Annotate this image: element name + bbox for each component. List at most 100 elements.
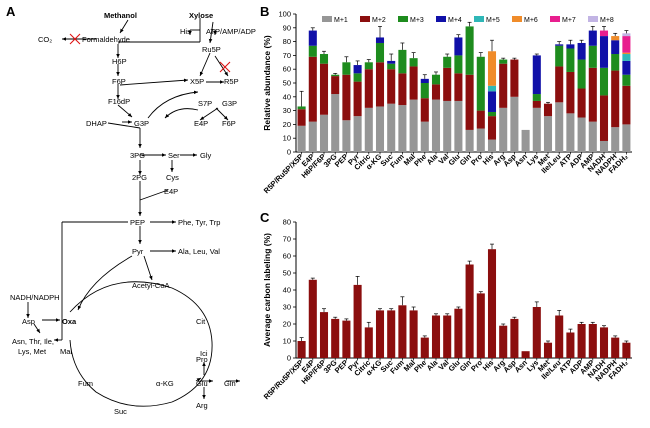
bar-m-3-atp <box>566 48 575 72</box>
node-ici: Ici <box>200 349 208 358</box>
bar-m-3-arg <box>499 59 508 64</box>
bar-adp <box>577 324 586 358</box>
panel-a-label: A <box>6 4 16 19</box>
bar-m-4-kg <box>375 37 385 43</box>
bar-m-3-ile-leu <box>555 45 564 67</box>
node-asn-group-2: Lys, Met <box>18 347 47 356</box>
bar-m-3-r5p-ru5p-x5p <box>297 106 306 110</box>
node-akg: α-KG <box>156 379 174 388</box>
bar-m-5-his <box>487 85 497 92</box>
bar-m-2-glu <box>454 73 463 101</box>
bar-m-1-ile-leu <box>555 102 564 152</box>
bar-m-1-pro <box>476 128 485 152</box>
bar-m-4-phe <box>420 78 429 83</box>
bar-m-2-h6p-f6p <box>319 63 329 115</box>
bar-3pg <box>331 318 340 358</box>
bar-m-2-pyr <box>353 81 362 117</box>
bar-m-2-kg <box>375 62 385 107</box>
node-cys: Cys <box>166 173 179 182</box>
legend-swatch-m-8 <box>588 16 598 22</box>
node-glu: Glu <box>196 379 208 388</box>
bar-m-1-pep <box>342 120 351 152</box>
legend-label-m-7: M+7 <box>562 17 576 24</box>
bar-m-1-atp <box>566 113 575 152</box>
bar-m-4-nadph <box>611 40 620 55</box>
legend-swatch-m-2 <box>360 16 370 22</box>
node-f6p-b: F6P <box>222 119 236 128</box>
bar-m-7-fadh <box>622 36 631 53</box>
bar-m-2-nadph <box>611 70 620 128</box>
bar-arg <box>499 325 508 358</box>
legend-label-m-1: M+1 <box>334 17 348 24</box>
bar-m-1-pyr <box>353 116 362 152</box>
bar-citric <box>364 327 373 358</box>
y-tick-label: 30 <box>283 106 291 115</box>
node-ala-leu-val: Ala, Leu, Val <box>178 247 220 256</box>
bar-m-1-r5p-ru5p-x5p <box>297 125 306 152</box>
bar-m-8-fadh <box>622 33 631 37</box>
bar-m-3-mal <box>409 58 418 67</box>
panel-c-label: C <box>260 210 270 225</box>
bar-atp <box>566 332 575 358</box>
bar-m-2-pep <box>342 74 351 121</box>
bar-m-2-ala <box>431 84 441 100</box>
node-s7p: S7P <box>198 99 212 108</box>
node-2pg: 2PG <box>132 173 147 182</box>
bar-m-2-his <box>487 116 497 140</box>
legend-label-m-4: M+4 <box>448 17 462 24</box>
bar-m-1-amp <box>588 121 597 152</box>
legend-swatch-m-4 <box>436 16 446 22</box>
node-f16dp: F16dP <box>108 97 130 106</box>
y-tick-label: 50 <box>283 79 291 88</box>
bar-m-4-ile-leu <box>555 44 564 46</box>
bar-his <box>487 249 497 358</box>
chart-c-average-labeling: 0 10 20 30 40 50 60 70 80 Average carbon labeling… <box>262 218 632 401</box>
node-asp: Asp <box>22 317 35 326</box>
bar-pyr <box>353 284 362 358</box>
y-tick-label: 70 <box>283 51 291 60</box>
bar-m-3-gln <box>465 26 474 75</box>
bar-m-1-citric <box>364 107 373 152</box>
node-e4p-a: E4P <box>194 119 208 128</box>
bar-m-2-arg <box>499 63 508 108</box>
bar-m-2-suc <box>387 69 396 104</box>
y-tick-label: 20 <box>283 320 291 329</box>
y-tick-label: 10 <box>283 134 291 143</box>
bar-m-4-lys <box>532 55 541 95</box>
bar-m-1-h6p-f6p <box>319 114 329 152</box>
bar-m-1-adp <box>577 117 586 152</box>
bar-m-1-3pg <box>331 94 340 152</box>
bar-phe <box>420 337 429 358</box>
bar-m-1-kg <box>375 106 385 152</box>
bar-m-3-kg <box>375 42 385 63</box>
bar-m-3-citric <box>364 62 373 70</box>
bar-m-1-ala <box>431 99 441 152</box>
pathway-diagram: A <box>6 4 256 416</box>
bar-m-2-atp <box>566 71 575 114</box>
bar-val <box>443 315 452 358</box>
node-oxa: Oxa <box>62 317 77 326</box>
node-fum: Fum <box>78 379 93 388</box>
node-phe-tyr-trp: Phe, Tyr, Trp <box>178 218 220 227</box>
node-ser: Ser <box>168 151 180 160</box>
node-gln: Gln <box>224 379 236 388</box>
bar-kg <box>375 310 385 358</box>
bar-m-3-adp <box>577 59 586 89</box>
bar-m-2-nadh <box>599 95 609 141</box>
bar-m-1-fum <box>398 105 407 152</box>
bar-m-2-asp <box>510 59 519 97</box>
node-dhap: DHAP <box>86 119 107 128</box>
y-tick-label: 90 <box>283 23 291 32</box>
bar-lys <box>532 307 541 358</box>
bar-m-1-met <box>543 116 553 152</box>
bar-m-1-phe <box>420 121 429 152</box>
node-xylose: Xylose <box>189 11 213 20</box>
node-asn-group-1: Asn, Thr, Ile, <box>12 337 54 346</box>
y-tick-label: 40 <box>283 286 291 295</box>
y-axis-label: Average carbon labeling (%) <box>262 233 272 347</box>
y-axis-label: Relative abundance (%) <box>262 35 272 131</box>
node-cit: Cit <box>196 317 206 326</box>
bar-m-2-met <box>543 103 553 117</box>
bar-m-2-citric <box>364 69 373 108</box>
legend-label-m-6: M+6 <box>524 17 538 24</box>
